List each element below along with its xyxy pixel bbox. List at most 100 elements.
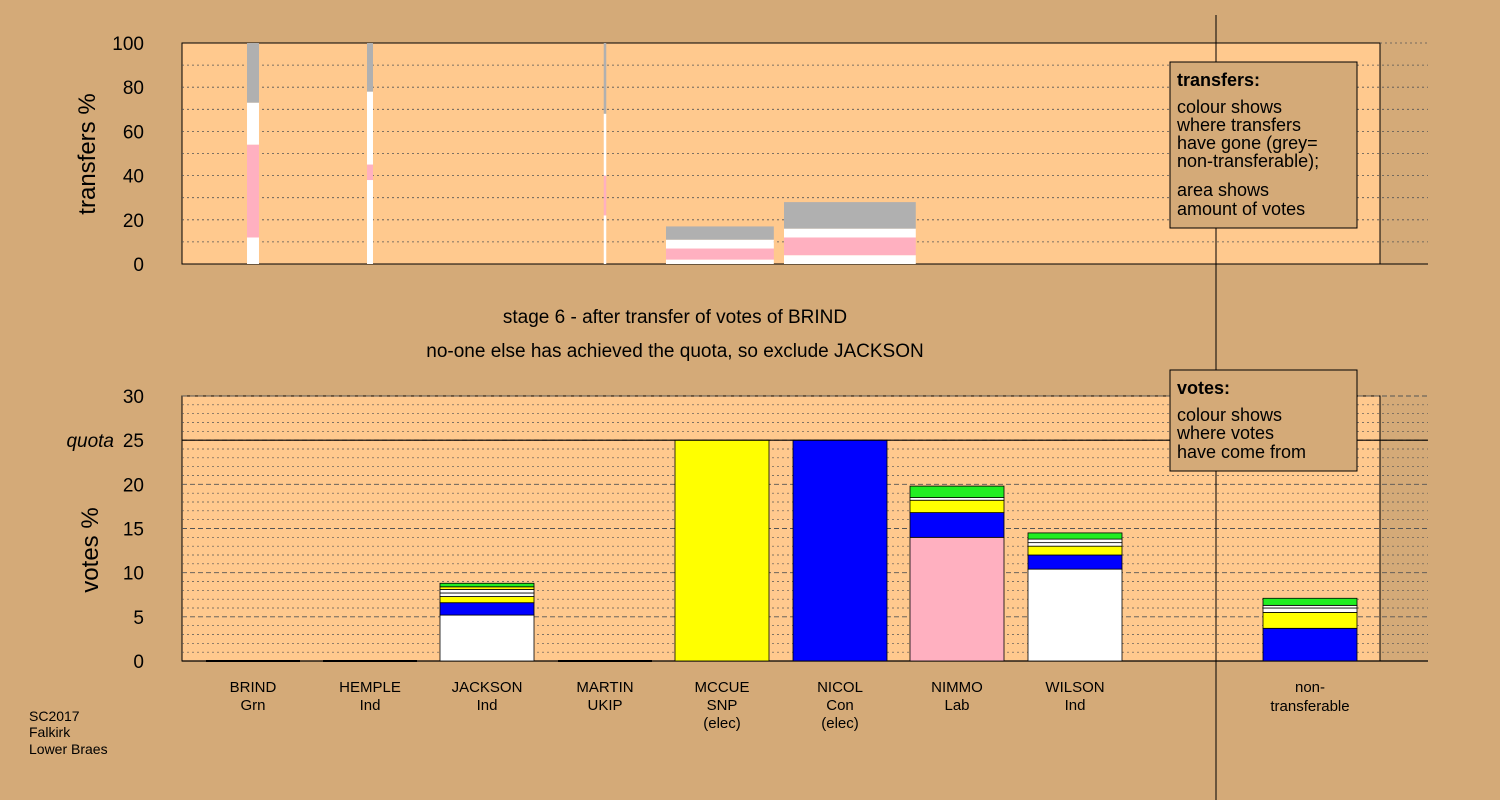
candidate-status: (elec) (821, 715, 859, 732)
vote-bar-segment (909, 512, 1005, 538)
footer-ward: Lower Braes (29, 741, 108, 757)
votes-legend-line: colour shows (1177, 405, 1282, 425)
candidate-name: MARTIN (576, 679, 633, 696)
transfer-bar-segment (603, 43, 607, 114)
footer-council: Falkirk (29, 724, 71, 740)
transfers-legend-line: non-transferable); (1177, 151, 1319, 171)
transfers-legend-title: transfers: (1177, 70, 1260, 90)
vote-bar-segment (909, 499, 1005, 514)
candidate-party: Grn (240, 697, 265, 714)
transfer-bar-segment (784, 255, 916, 264)
transfer-bar-segment (666, 226, 774, 240)
candidate-name: NICOL (817, 679, 863, 696)
transfers-legend: transfers: colour shows where transfers … (1169, 61, 1358, 229)
candidate-status: (elec) (703, 715, 741, 732)
vote-bar-segment (1262, 607, 1358, 613)
vote-bar-segment (1027, 545, 1123, 556)
votes-legend: votes: colour shows where votes have com… (1169, 369, 1358, 472)
vote-bar-segment (1262, 597, 1358, 606)
vote-bar-segment (1027, 542, 1123, 547)
candidate-name: WILSON (1045, 679, 1104, 696)
vote-bar-segment (439, 582, 535, 588)
transfers-y-ticks: 0 20 40 60 80 100 (112, 34, 144, 276)
vote-bar-segment (439, 614, 535, 662)
candidate-name: NIMMO (931, 679, 983, 696)
candidate-party: SNP (707, 697, 738, 714)
candidate-name: JACKSON (452, 679, 523, 696)
transfer-bar-segment (247, 144, 259, 238)
votes-legend-line: have come from (1177, 442, 1306, 462)
y-tick-label: 15 (123, 520, 144, 541)
y-tick-label: 80 (123, 78, 144, 99)
nontransferable-label-line2: transferable (1270, 698, 1349, 715)
candidate-party: Ind (360, 697, 381, 714)
y-tick-label: 0 (133, 652, 144, 673)
candidate-party: Con (826, 697, 854, 714)
transfers-y-axis-label: transfers % (74, 93, 101, 214)
votes-legend-line: where votes (1176, 423, 1274, 443)
transfers-legend-line: where transfers (1176, 115, 1301, 135)
stage-title: stage 6 - after transfer of votes of BRI… (503, 307, 847, 328)
transfers-legend-line: amount of votes (1177, 199, 1305, 219)
vote-bar-segment (792, 439, 888, 662)
quota-label: quota (66, 431, 114, 452)
y-tick-label: 20 (123, 475, 144, 496)
y-tick-label: 5 (133, 608, 144, 629)
transfers-legend-line: area shows (1177, 180, 1269, 200)
candidate-party: Ind (477, 697, 498, 714)
vote-bar-segment (909, 485, 1005, 498)
footer-election: SC2017 (29, 708, 80, 724)
y-tick-label: 25 (123, 431, 144, 452)
vote-bar-segment (1027, 568, 1123, 662)
candidate-party: Ind (1065, 697, 1086, 714)
vote-bar-segment (1262, 612, 1358, 629)
candidate-party: Lab (944, 697, 969, 714)
vote-bar-segment (1027, 538, 1123, 544)
transfer-bar-segment (367, 91, 373, 165)
votes-y-axis-label: votes % (77, 507, 104, 592)
transfer-bar-segment (247, 43, 259, 103)
vote-bar-segment (439, 589, 535, 594)
status-title: no-one else has achieved the quota, so e… (426, 341, 923, 362)
candidate-party: UKIP (587, 697, 622, 714)
transfer-bar-segment (247, 102, 259, 145)
votes-y-ticks: 0 5 10 15 20 25 30 (123, 387, 144, 673)
vote-bar-segment (439, 596, 535, 604)
vote-bar-segment (1262, 627, 1358, 662)
transfer-bar-segment (603, 175, 607, 216)
candidate-labels: BRINDGrnHEMPLEIndJACKSONIndMARTINUKIPMCC… (230, 679, 1105, 732)
candidate-name: BRIND (230, 679, 277, 696)
vote-bar-segment (909, 536, 1005, 662)
transfer-bar-segment (603, 113, 607, 176)
transfer-bar-segment (247, 237, 259, 264)
transfer-bar-segment (367, 180, 373, 264)
candidate-name: MCCUE (695, 679, 750, 696)
y-tick-label: 60 (123, 122, 144, 143)
transfer-bar-segment (367, 43, 373, 92)
y-tick-label: 20 (123, 211, 144, 232)
vote-bar-segment (674, 439, 770, 662)
transfers-legend-box (1169, 61, 1358, 229)
transfers-bars (247, 43, 916, 264)
vote-bar-segment (1027, 532, 1123, 540)
vote-bar-segment (1027, 554, 1123, 570)
y-tick-label: 10 (123, 564, 144, 585)
transfer-bar-segment (784, 237, 916, 256)
y-tick-label: 40 (123, 167, 144, 188)
transfers-legend-line: have gone (grey= (1177, 133, 1318, 153)
vote-bar-segment (439, 602, 535, 616)
transfers-legend-line: colour shows (1177, 97, 1282, 117)
transfer-bar-segment (666, 248, 774, 260)
y-tick-label: 30 (123, 387, 144, 408)
votes-legend-title: votes: (1177, 378, 1230, 398)
transfer-bar-segment (666, 259, 774, 264)
y-tick-label: 100 (112, 34, 144, 55)
transfer-bar-segment (784, 228, 916, 238)
nontransferable-label-line1: non- (1295, 679, 1325, 696)
y-tick-label: 0 (133, 255, 144, 276)
transfer-bar-segment (666, 239, 774, 249)
transfer-bar-segment (367, 164, 373, 181)
vote-bar-segment (439, 592, 535, 597)
